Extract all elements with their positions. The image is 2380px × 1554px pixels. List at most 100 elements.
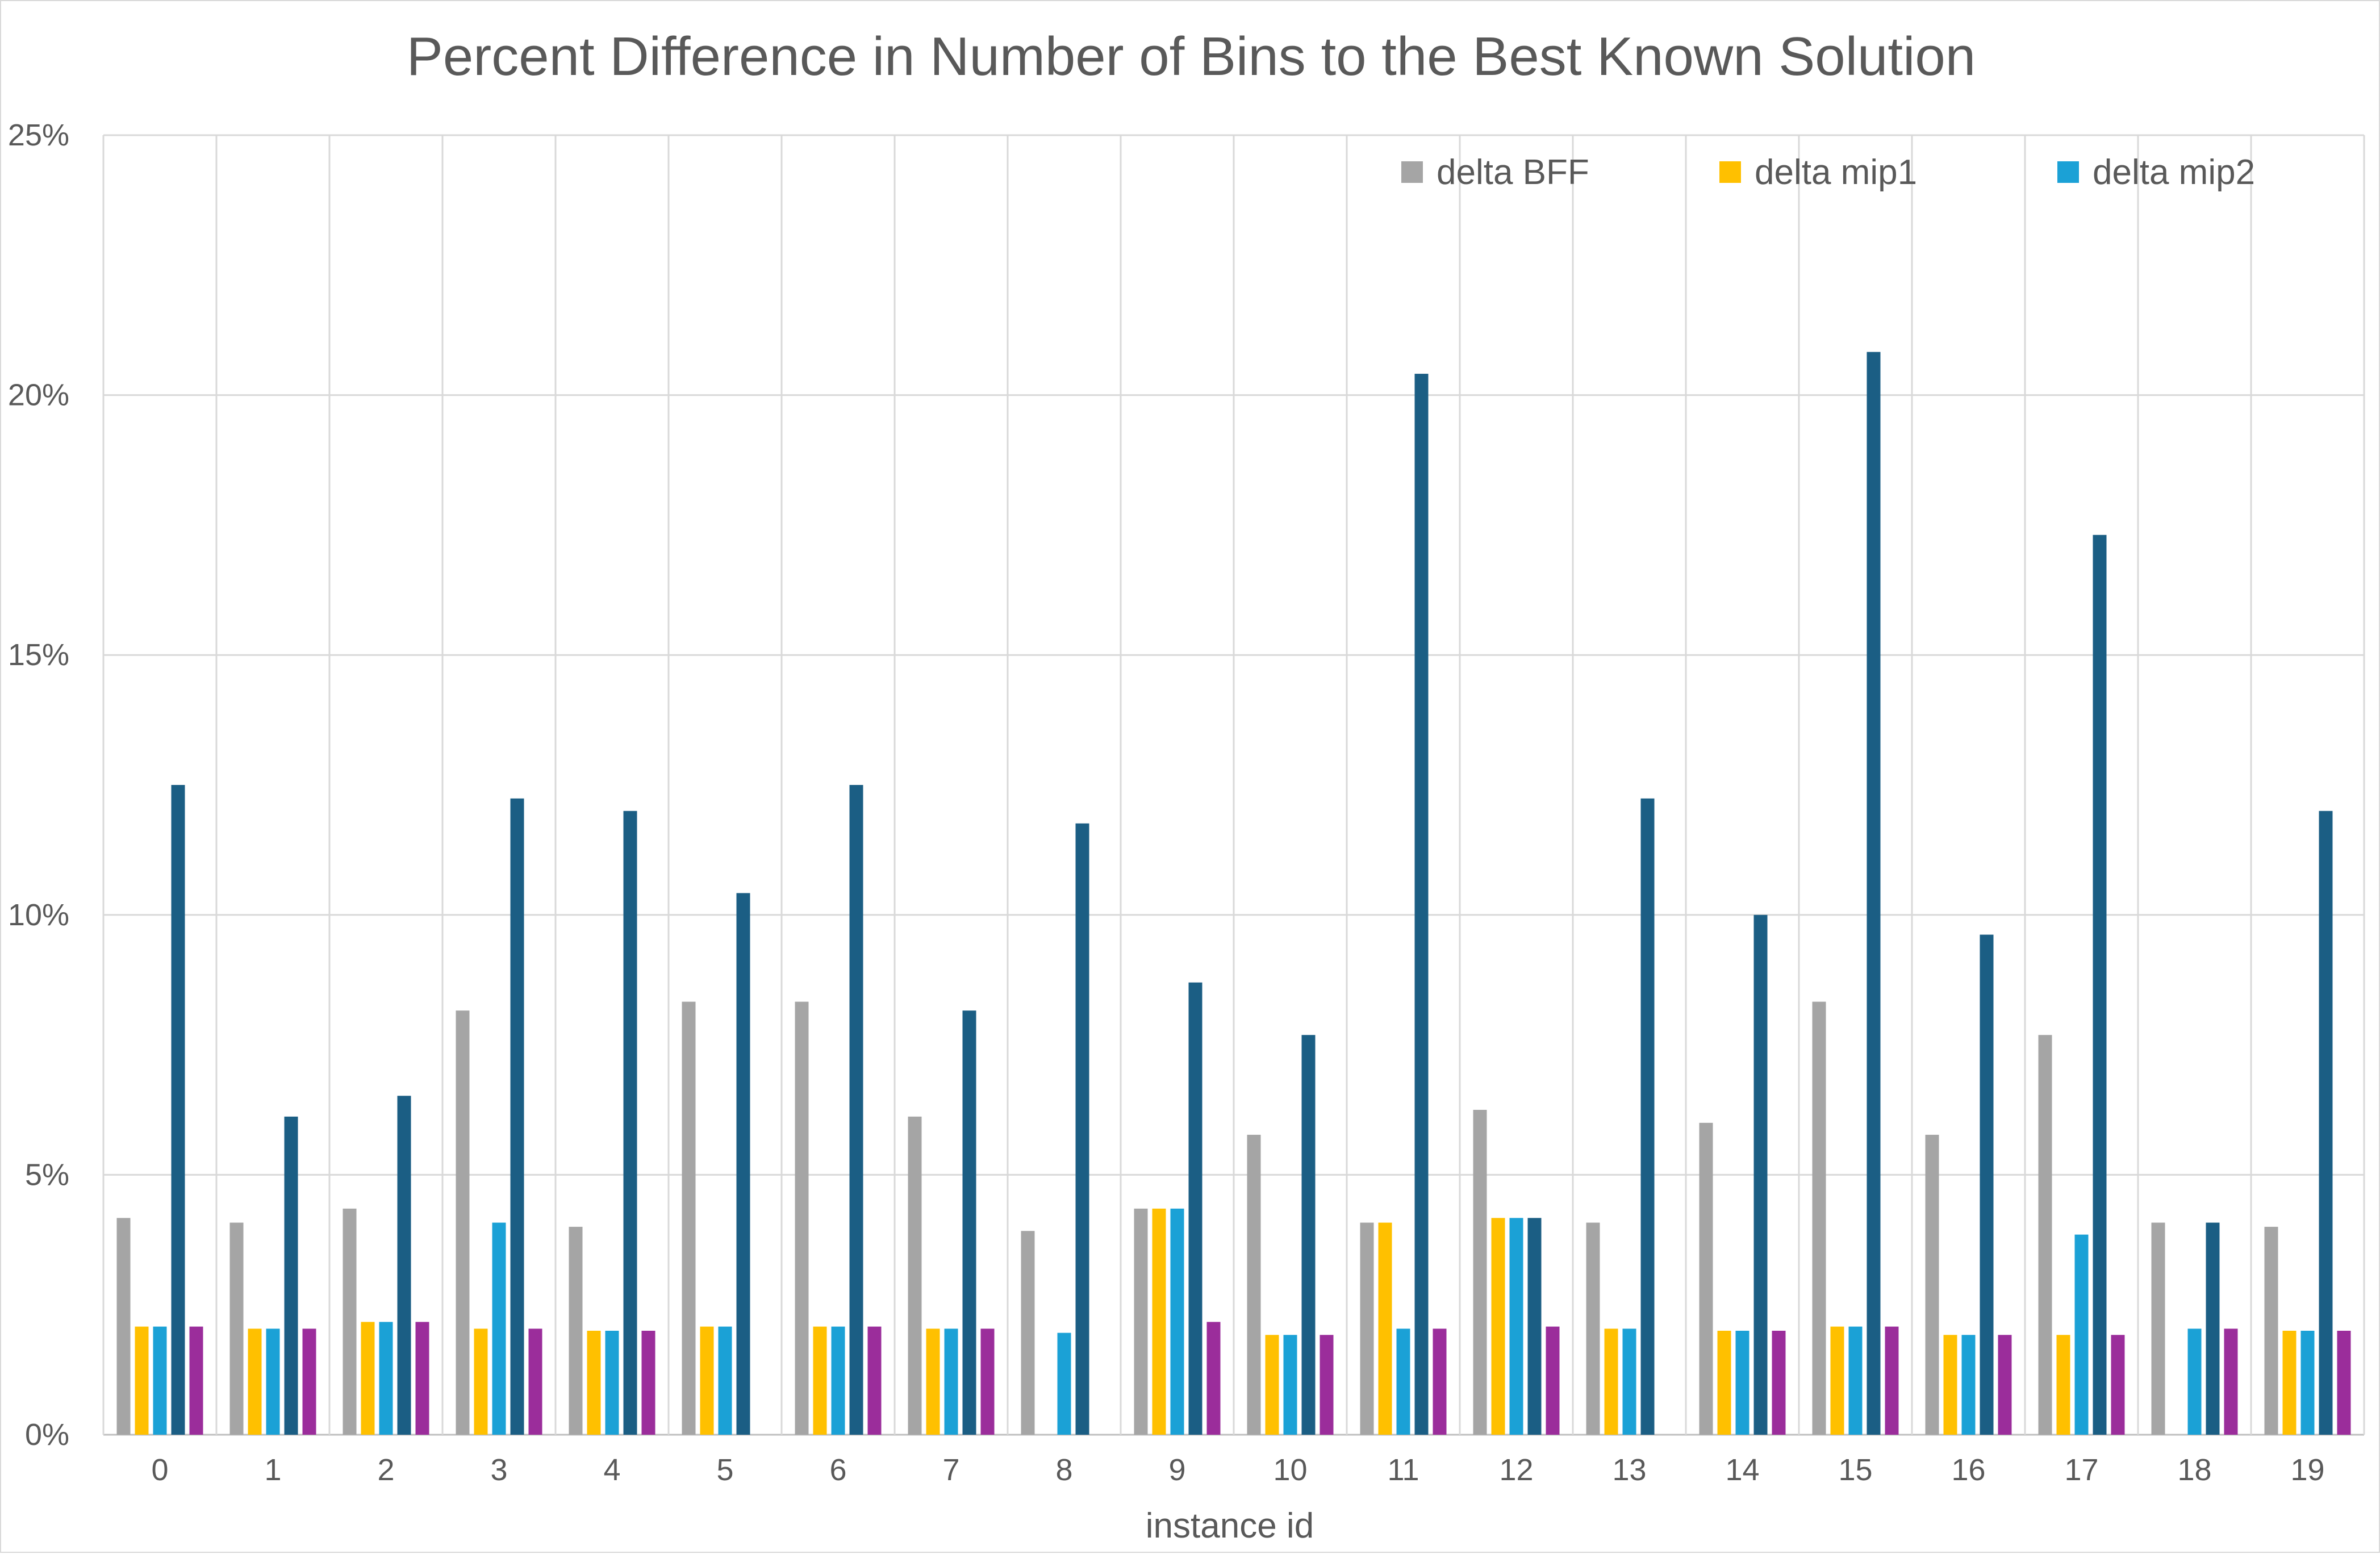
y-tick-label: 25% bbox=[8, 118, 69, 152]
bar bbox=[135, 1326, 149, 1435]
bar bbox=[456, 1010, 470, 1435]
bar bbox=[2038, 1035, 2052, 1435]
bar bbox=[474, 1329, 488, 1435]
legend-swatch bbox=[1719, 161, 1741, 183]
x-tick-label: 6 bbox=[829, 1453, 846, 1487]
bar bbox=[1753, 914, 1768, 1435]
bar bbox=[718, 1326, 732, 1435]
bar bbox=[1848, 1326, 1863, 1435]
bar bbox=[908, 1116, 922, 1435]
bar bbox=[944, 1329, 958, 1435]
bar bbox=[1546, 1326, 1560, 1435]
bar bbox=[1622, 1329, 1636, 1435]
x-tick-label: 10 bbox=[1273, 1453, 1307, 1487]
x-tick-label: 9 bbox=[1168, 1453, 1185, 1487]
x-tick-label: 16 bbox=[1951, 1453, 1985, 1487]
bar bbox=[1057, 1332, 1071, 1435]
bar bbox=[1433, 1329, 1447, 1435]
bar bbox=[171, 785, 185, 1435]
bar bbox=[1867, 352, 1881, 1435]
bar bbox=[867, 1326, 882, 1435]
bar bbox=[1075, 823, 1089, 1435]
bar bbox=[1527, 1218, 1542, 1435]
x-axis-ticks: 0 1 2 3 4 5 6 7 8 9 10 11 12 13 14 15 16 17 18 19 bbox=[151, 1453, 2324, 1487]
bar bbox=[1885, 1326, 1899, 1435]
bar bbox=[1772, 1330, 1786, 1435]
bar bbox=[2111, 1335, 2125, 1435]
bar bbox=[2300, 1330, 2315, 1435]
gridlines bbox=[102, 134, 2365, 1436]
bar bbox=[1396, 1329, 1410, 1435]
bar bbox=[1206, 1322, 1221, 1435]
x-tick-label: 11 bbox=[1387, 1453, 1419, 1487]
bar bbox=[1170, 1208, 1184, 1435]
x-tick-label: 5 bbox=[716, 1453, 733, 1487]
bar bbox=[397, 1096, 411, 1435]
bar bbox=[1134, 1208, 1148, 1435]
bar bbox=[962, 1010, 976, 1435]
bar bbox=[189, 1326, 203, 1435]
x-tick-label: 8 bbox=[1055, 1453, 1072, 1487]
y-tick-label: 0% bbox=[25, 1418, 69, 1452]
y-tick-label: 10% bbox=[8, 898, 69, 932]
bar bbox=[849, 785, 863, 1435]
bar bbox=[1301, 1035, 1316, 1435]
x-tick-label: 13 bbox=[1612, 1453, 1646, 1487]
bar bbox=[980, 1329, 995, 1435]
bar bbox=[1735, 1330, 1749, 1435]
bar bbox=[736, 893, 750, 1435]
bar bbox=[795, 1001, 809, 1435]
legend-label: delta mip1 bbox=[1755, 153, 1917, 192]
bar bbox=[153, 1326, 167, 1435]
bar bbox=[302, 1329, 316, 1435]
bar bbox=[266, 1329, 280, 1435]
chart-title: Percent Difference in Number of Bins to … bbox=[407, 26, 1976, 87]
bar bbox=[1265, 1335, 1279, 1435]
bar bbox=[1247, 1134, 1261, 1435]
bar bbox=[700, 1326, 714, 1435]
x-tick-label: 14 bbox=[1725, 1453, 1759, 1487]
bar bbox=[926, 1329, 940, 1435]
bar bbox=[2151, 1222, 2165, 1435]
bar bbox=[1152, 1208, 1166, 1435]
x-tick-label: 1 bbox=[264, 1453, 281, 1487]
bar bbox=[813, 1326, 827, 1435]
x-tick-label: 7 bbox=[942, 1453, 959, 1487]
bar bbox=[1586, 1222, 1600, 1435]
bar bbox=[587, 1330, 601, 1435]
bar bbox=[1998, 1335, 2012, 1435]
bar bbox=[605, 1330, 619, 1435]
x-tick-label: 0 bbox=[151, 1453, 168, 1487]
bar bbox=[1283, 1335, 1297, 1435]
bar bbox=[379, 1322, 393, 1435]
bar bbox=[1699, 1122, 1713, 1435]
bar bbox=[623, 811, 637, 1435]
legend: delta BFF delta mip1 delta mip2 bbox=[1401, 153, 2255, 192]
x-tick-label: 18 bbox=[2177, 1453, 2211, 1487]
bar bbox=[682, 1001, 696, 1435]
y-tick-label: 20% bbox=[8, 378, 69, 412]
y-axis-ticks: 0% 5% 10% 15% 20% 25% bbox=[8, 118, 69, 1452]
bar bbox=[1473, 1110, 1487, 1435]
bar bbox=[1021, 1231, 1035, 1435]
bar bbox=[2074, 1234, 2089, 1435]
bar bbox=[116, 1218, 131, 1435]
bar bbox=[1378, 1222, 1392, 1435]
bar bbox=[2093, 534, 2107, 1435]
bar bbox=[1961, 1335, 1976, 1435]
x-tick-label: 2 bbox=[377, 1453, 394, 1487]
bar bbox=[2282, 1330, 2297, 1435]
bar bbox=[831, 1326, 845, 1435]
bar bbox=[1812, 1001, 1826, 1435]
bars bbox=[116, 352, 2351, 1435]
bar bbox=[1188, 982, 1202, 1435]
bar bbox=[492, 1222, 506, 1435]
bar bbox=[1414, 374, 1429, 1435]
x-tick-label: 12 bbox=[1499, 1453, 1533, 1487]
bar bbox=[2319, 811, 2333, 1435]
legend-label: delta BFF bbox=[1437, 153, 1589, 192]
bar bbox=[641, 1330, 655, 1435]
bar bbox=[1509, 1218, 1523, 1435]
